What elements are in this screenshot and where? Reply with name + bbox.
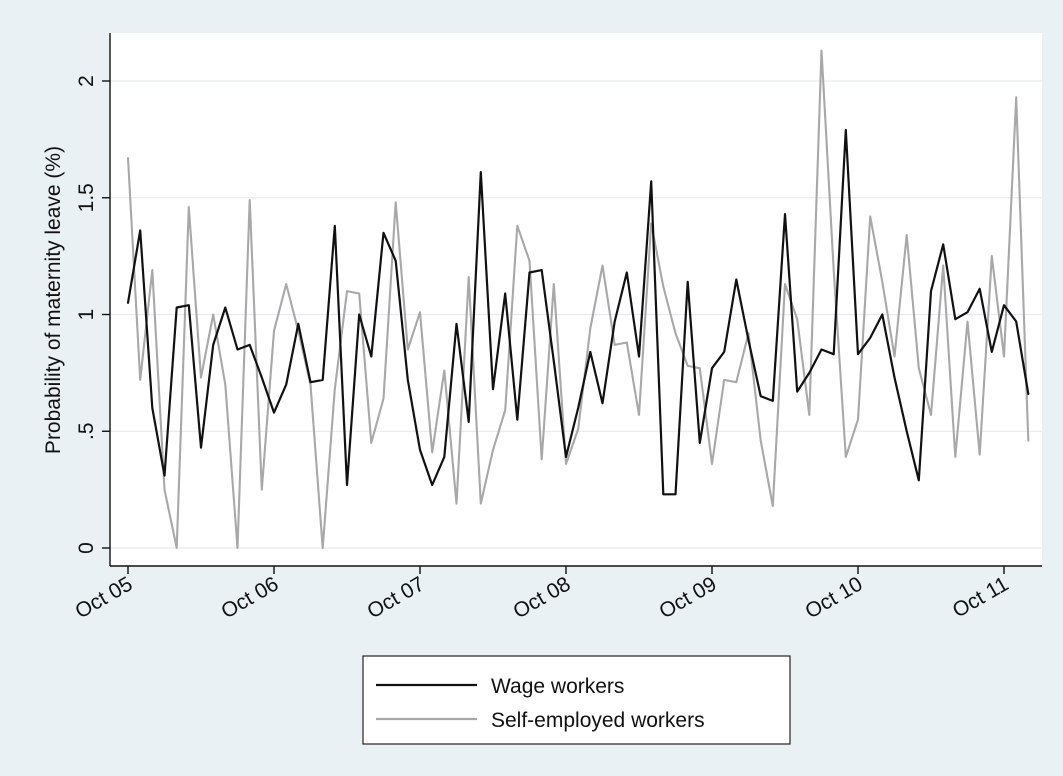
y-tick-label: 0: [75, 542, 98, 554]
series-line-self-employed-workers: [126, 49, 1030, 550]
x-tick-label: Oct 11: [949, 572, 1013, 622]
plot-area: [110, 33, 1042, 566]
x-tick-label: Oct 08: [509, 572, 574, 623]
x-tick-label: Oct 06: [217, 572, 282, 623]
legend-label-self-employed: Self-employed workers: [491, 709, 705, 732]
y-tick-label: 2: [75, 75, 98, 87]
x-tick-label: Oct 07: [363, 572, 428, 623]
y-tick-label: .5: [75, 422, 98, 440]
legend-label-wage: Wage workers: [491, 675, 624, 698]
x-tick-label: Oct 09: [655, 572, 720, 623]
x-tick-label: Oct 10: [801, 572, 866, 623]
y-tick-label: 1: [75, 309, 98, 321]
y-tick-label: 1.5: [75, 183, 98, 212]
series-line-wage-workers: [126, 128, 1030, 496]
y-axis-title: Probability of maternity leave (%): [42, 146, 65, 454]
x-tick-label: Oct 05: [71, 572, 136, 623]
legend: Wage workers Self-employed workers: [362, 655, 791, 745]
legend-box: [362, 655, 791, 745]
series-lines: [126, 49, 1030, 550]
